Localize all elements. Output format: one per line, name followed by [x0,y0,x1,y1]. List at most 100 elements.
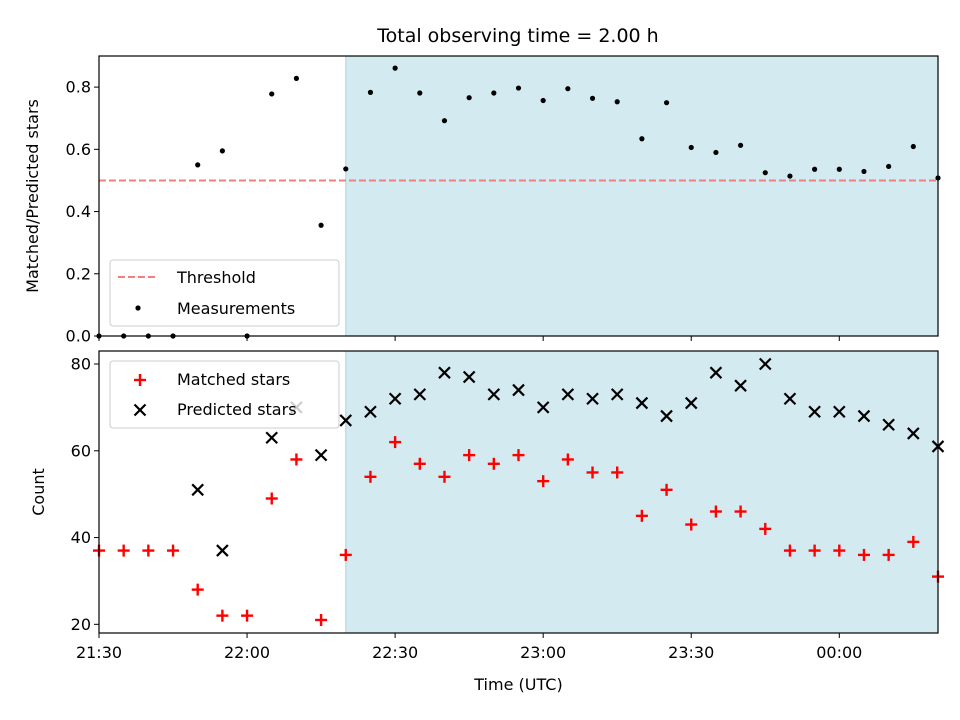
legend-predicted-label: Predicted stars [177,400,297,419]
y-tick-label: 40 [71,528,91,547]
y-tick-label: 0.6 [66,140,91,159]
predicted-stars-point [758,357,772,371]
measurement-point [195,162,201,168]
matched-stars-point [216,609,229,622]
predicted-stars-point [413,388,427,401]
x-tick-label: 23:00 [520,643,566,662]
y-tick-label: 60 [71,441,91,460]
predicted-stars-point [635,396,649,410]
legend-measurements-dot-swatch [135,305,141,311]
predicted-stars-point [857,409,871,423]
measurement-point [392,65,398,71]
matched-stars-point [685,518,698,531]
predicted-stars-point [833,405,846,419]
measurement-point [318,222,324,228]
matched-stars-point [611,466,624,479]
matched-stars-point [364,470,377,483]
predicted-stars-point [660,409,673,423]
matched-stars-point [389,436,402,449]
y-tick-label: 20 [71,615,91,634]
matched-stars-point [660,483,673,496]
chart-title: Total observing time = 2.00 h [376,25,658,47]
matched-stars-point [857,548,870,561]
matched-stars-point [463,449,476,462]
x-tick-label: 21:30 [76,643,122,662]
matched-stars-point [882,548,895,561]
matched-stars-point [438,470,451,483]
matched-stars-point [487,457,500,470]
predicted-stars-point [314,448,328,462]
y-tick-label: 0.4 [66,202,91,221]
matched-stars-point [167,544,180,557]
matched-stars-point [561,453,574,466]
count-x-ticks: 21:30 22:00 22:30 23:00 23:30 00:00 [76,633,862,662]
count-legend-box [109,360,340,429]
x-tick-label: 22:30 [372,643,418,662]
predicted-stars-point [536,401,550,414]
measurement-point [910,143,916,150]
matched-stars-point [265,492,278,505]
measurement-point [491,90,497,96]
measurement-point [219,148,225,154]
x-tick-label: 00:00 [816,643,862,662]
legend-matched-plus-swatch [134,374,146,386]
measurement-point [565,86,571,92]
measurement-point [540,97,546,104]
measurement-point [614,99,620,105]
matched-stars-point [191,583,204,596]
matched-stars-point [808,544,821,557]
predicted-stars-point [734,379,747,392]
measurement-point [787,173,793,179]
predicted-stars-point [438,366,451,379]
matched-stars-point [290,453,303,466]
count-y-axis-label: Count [29,468,48,516]
legend-predicted-x-swatch [133,403,147,417]
measurement-point [861,168,867,175]
measurement-point [713,149,719,156]
legend-threshold-label: Threshold [176,268,256,287]
measurement-point [269,91,275,97]
predicted-stars-point [610,388,624,401]
matched-stars-point [241,609,254,622]
predicted-stars-point [907,427,920,440]
predicted-stars-point [709,366,723,379]
y-tick-label: 80 [71,355,91,374]
x-tick-label: 22:00 [224,643,270,662]
ratio-legend: Threshold Measurements [109,259,340,327]
matched-stars-point [783,544,796,557]
predicted-stars-point [586,392,599,406]
measurement-point [466,95,472,101]
predicted-stars-point [388,392,402,406]
ratio-y-ticks: 0.0 0.2 0.4 0.6 0.8 [66,78,99,346]
measurement-point [762,170,768,176]
predicted-stars-point [216,544,229,557]
predicted-stars-point [462,370,476,384]
matched-stars-point [537,475,550,488]
ratio-x-ticks [98,336,840,341]
matched-stars-point [315,613,328,626]
predicted-stars-point [487,388,501,401]
matched-stars-point [586,466,599,479]
count-legend: Matched stars Predicted stars [109,360,340,429]
predicted-stars-point [512,383,525,397]
matched-stars-point [635,509,648,522]
count-marks [93,357,945,626]
x-tick-label: 23:30 [668,643,714,662]
legend-matched-label: Matched stars [177,370,290,389]
matched-stars-point [117,544,130,557]
y-tick-label: 0.2 [66,264,91,283]
matched-stars-point [759,522,772,535]
measurement-point [441,118,448,124]
predicted-stars-point [191,483,204,497]
measurement-point [343,166,349,172]
matched-stars-point [512,449,525,462]
observing-window-shade-bottom [345,350,939,634]
matched-stars-point [734,505,747,518]
predicted-stars-point [882,418,895,432]
measurement-point [886,163,892,170]
measurement-point [293,75,300,81]
measurement-point [663,100,670,106]
predicted-stars-point [808,405,821,419]
